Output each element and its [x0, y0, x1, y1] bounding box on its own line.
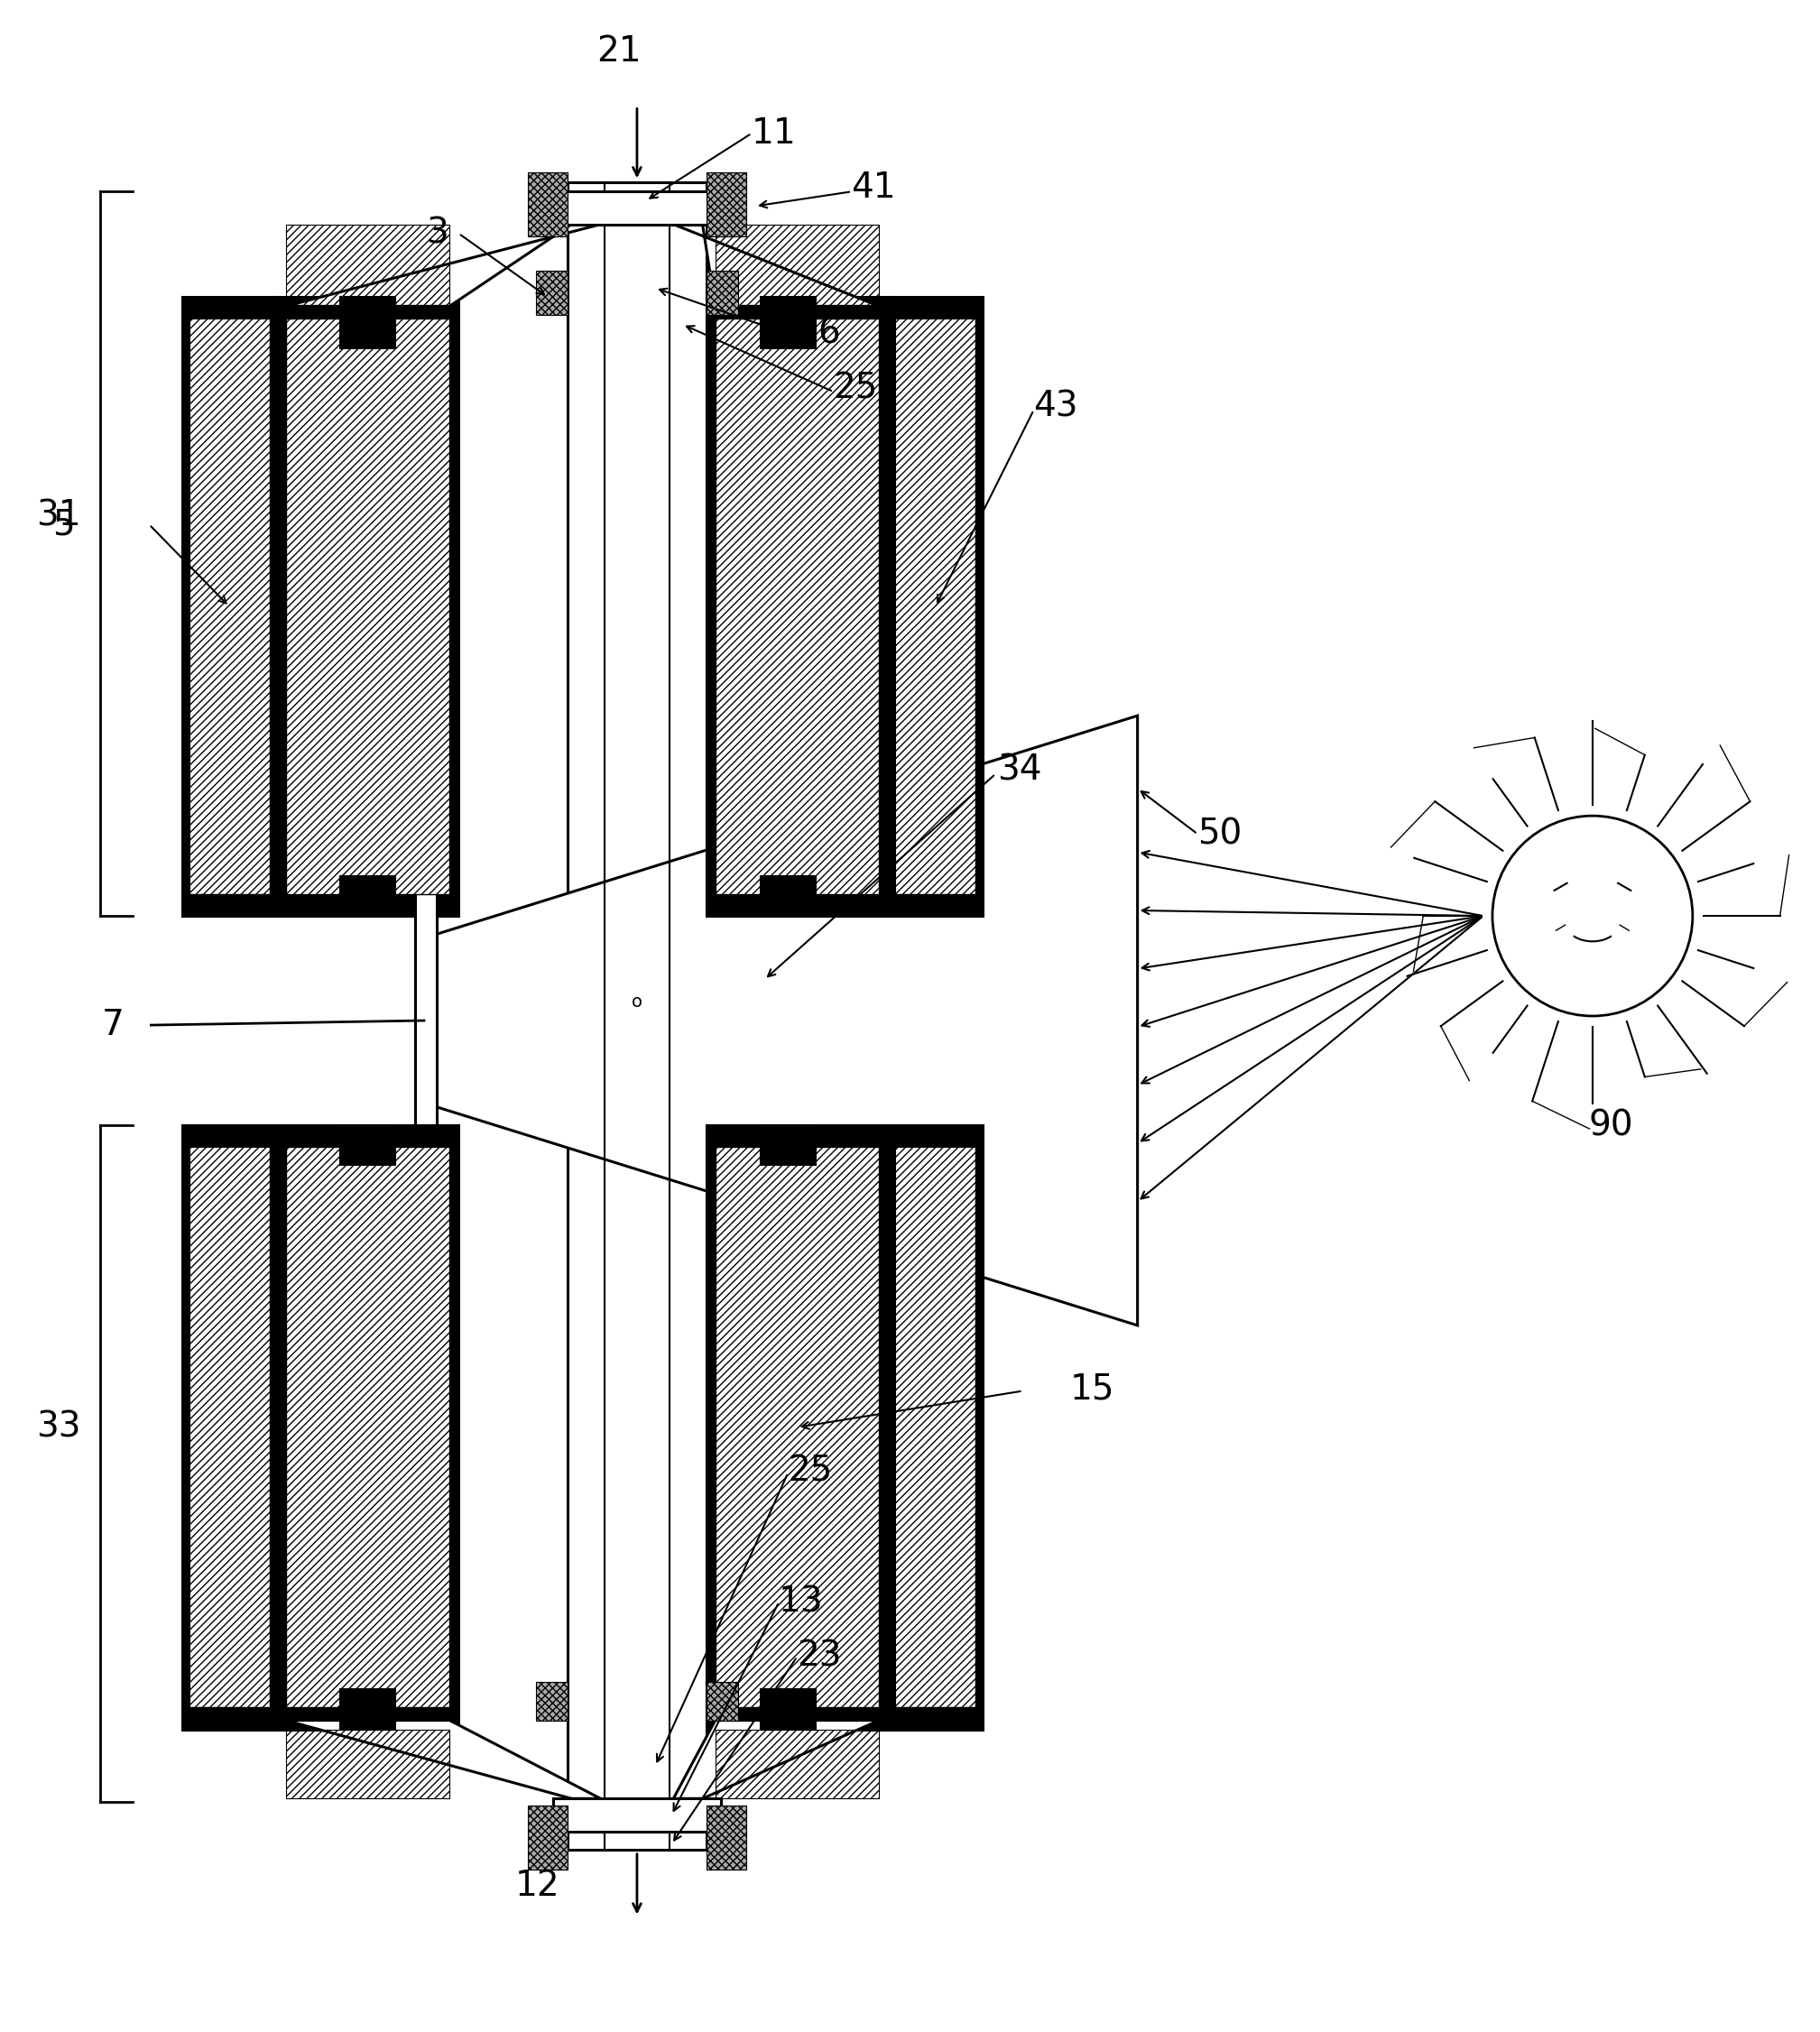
- Bar: [706, 173, 746, 236]
- Bar: [706, 270, 739, 315]
- Bar: [286, 319, 450, 894]
- Bar: [715, 319, 879, 894]
- Bar: [535, 1682, 568, 1721]
- Bar: [340, 1689, 395, 1729]
- Bar: [415, 752, 437, 1288]
- Polygon shape: [286, 1721, 601, 1798]
- Bar: [761, 876, 815, 916]
- Bar: [182, 1126, 277, 1729]
- Text: o: o: [632, 994, 642, 1012]
- Bar: [528, 1806, 568, 1869]
- Text: 16: 16: [797, 317, 841, 352]
- Bar: [286, 1729, 450, 1798]
- Bar: [277, 297, 459, 916]
- Bar: [761, 1689, 815, 1729]
- Bar: [715, 1729, 879, 1798]
- Text: 3: 3: [426, 215, 448, 250]
- Bar: [340, 297, 395, 347]
- Text: 5: 5: [53, 508, 75, 543]
- Bar: [706, 1806, 746, 1869]
- Polygon shape: [673, 224, 879, 307]
- Bar: [340, 876, 395, 916]
- Text: 13: 13: [779, 1585, 823, 1620]
- Bar: [189, 319, 269, 894]
- Bar: [761, 1126, 815, 1164]
- Bar: [286, 1146, 450, 1707]
- Text: 11: 11: [752, 116, 795, 150]
- Polygon shape: [673, 1721, 879, 1798]
- Text: 25: 25: [834, 372, 877, 404]
- Bar: [895, 1146, 976, 1707]
- Text: 15: 15: [1070, 1372, 1114, 1406]
- Text: 23: 23: [797, 1640, 841, 1674]
- Bar: [568, 183, 706, 1849]
- Text: 7: 7: [102, 1008, 124, 1042]
- Bar: [189, 1146, 269, 1707]
- Text: 21: 21: [597, 35, 641, 69]
- Polygon shape: [437, 715, 1138, 1325]
- Polygon shape: [286, 224, 601, 307]
- Bar: [277, 1126, 459, 1729]
- Text: 12: 12: [515, 1869, 559, 1904]
- Bar: [286, 224, 450, 307]
- Bar: [706, 1682, 739, 1721]
- Bar: [895, 1146, 976, 1707]
- Bar: [706, 297, 888, 916]
- Bar: [535, 270, 568, 315]
- Bar: [340, 1126, 395, 1164]
- Bar: [715, 224, 879, 307]
- Text: 25: 25: [788, 1453, 832, 1487]
- Text: 50: 50: [1198, 817, 1241, 851]
- Bar: [706, 1126, 888, 1729]
- Text: 31: 31: [36, 498, 80, 532]
- Bar: [895, 319, 976, 894]
- Bar: [888, 297, 983, 916]
- Bar: [553, 191, 721, 224]
- Text: 34: 34: [997, 754, 1041, 788]
- Bar: [553, 1798, 721, 1831]
- Bar: [895, 319, 976, 894]
- Bar: [528, 173, 568, 236]
- Text: 33: 33: [36, 1410, 80, 1445]
- Text: 90: 90: [1589, 1107, 1633, 1142]
- Bar: [715, 1146, 879, 1707]
- Text: 43: 43: [1034, 390, 1077, 423]
- Bar: [888, 1126, 983, 1729]
- Bar: [761, 297, 815, 347]
- Bar: [182, 297, 277, 916]
- Text: 41: 41: [852, 171, 895, 205]
- Bar: [189, 319, 269, 894]
- Bar: [189, 1146, 269, 1707]
